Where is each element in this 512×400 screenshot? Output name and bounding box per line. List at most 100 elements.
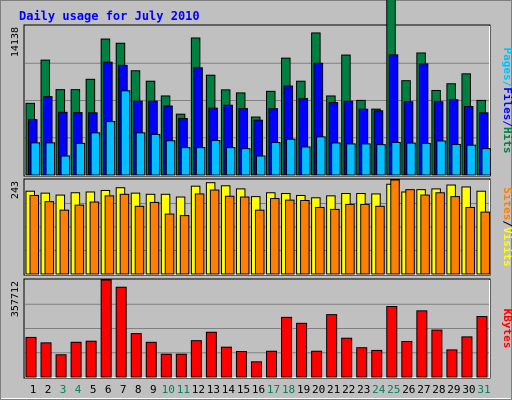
bar-pages-day-8	[135, 132, 146, 176]
bar-kbytes-day-11	[175, 353, 187, 378]
x-tick-label: 21	[327, 383, 340, 396]
bar-pages-day-1	[30, 142, 40, 176]
bar-sites-day-19	[300, 200, 310, 275]
bar-pages-day-14	[225, 147, 236, 176]
bar-sites-day-9	[149, 201, 160, 275]
bar-sites-day-7	[119, 193, 130, 275]
x-tick-label: 10	[162, 383, 175, 396]
bar-kbytes-day-26	[401, 340, 413, 378]
x-tick-label: 11	[177, 383, 190, 396]
x-tick-label: 8	[135, 383, 142, 396]
bar-sites-day-1	[29, 194, 39, 275]
bar-pages-day-25	[391, 141, 401, 176]
panel-hits-files-pages: 14138 Pages/Files/Hits	[10, 0, 512, 177]
bar-pages-day-17	[271, 142, 281, 176]
x-tick-label: 14	[222, 383, 236, 396]
bar-sites-day-5	[89, 201, 100, 275]
bar-kbytes-day-1	[25, 336, 37, 378]
bar-pages-day-16	[255, 155, 266, 176]
bar-sites-day-16	[254, 209, 265, 275]
side-label-part: Visits	[501, 227, 512, 267]
bar-sites-day-3	[59, 209, 70, 275]
bar-kbytes-day-14	[220, 346, 232, 378]
x-tick-label: 30	[462, 383, 475, 396]
x-tick-label: 27	[417, 383, 430, 396]
x-tick-label: 31	[477, 383, 490, 396]
bar-kbytes-day-5	[85, 340, 97, 378]
x-tick-label: 23	[357, 383, 370, 396]
bar-sites-day-26	[405, 189, 415, 275]
bar-sites-day-20	[315, 206, 325, 275]
panel-side-label: Sites/Visits	[501, 187, 512, 267]
x-tick-label: 16	[252, 383, 265, 396]
bar-pages-day-2	[45, 142, 56, 176]
x-tick-label: 7	[120, 383, 127, 396]
bar-pages-day-3	[60, 155, 71, 176]
series-pages	[30, 90, 491, 176]
bar-pages-day-5	[90, 132, 101, 176]
panel-max-label: 243	[10, 181, 21, 199]
bar-pages-day-27	[421, 142, 431, 176]
bar-sites-day-10	[164, 213, 175, 275]
bar-kbytes-day-21	[326, 314, 338, 378]
bar-kbytes-day-7	[115, 286, 127, 378]
bar-kbytes-day-6	[100, 279, 112, 378]
bar-kbytes-day-22	[341, 337, 353, 378]
x-tick-label: 1	[30, 383, 37, 396]
x-tick-label: 22	[342, 383, 355, 396]
bar-pages-day-24	[376, 144, 386, 176]
bar-sites-day-14	[224, 195, 235, 275]
panel-max-label: 14138	[10, 27, 21, 57]
bar-kbytes-day-30	[461, 336, 473, 378]
bar-sites-day-2	[44, 201, 55, 275]
bar-sites-day-18	[285, 199, 295, 275]
x-axis-labels: 1 2 3 4 5 6 7 8 9 10 11 12 13 14 15 16 17 18 19 20 21 22 23 24 2…	[30, 383, 491, 396]
panel-kbytes: 357712 KBytes	[10, 278, 512, 379]
x-tick-label: 9	[150, 383, 157, 396]
bar-pages-day-31	[481, 148, 491, 176]
bar-kbytes-day-13	[205, 331, 217, 378]
bar-kbytes-day-23	[356, 347, 368, 378]
bar-pages-day-11	[180, 147, 191, 176]
bar-kbytes-day-16	[250, 361, 262, 378]
bar-kbytes-day-28	[431, 329, 443, 378]
x-tick-label: 6	[105, 383, 112, 396]
x-tick-label: 18	[282, 383, 295, 396]
bar-kbytes-day-8	[130, 333, 142, 378]
bar-kbytes-day-31	[476, 316, 488, 378]
bar-kbytes-day-20	[311, 350, 323, 378]
panel-max-label: 357712	[10, 281, 21, 317]
bar-pages-day-29	[451, 143, 461, 176]
x-tick-label: 15	[237, 383, 250, 396]
x-tick-label: 3	[60, 383, 67, 396]
bar-kbytes-day-15	[235, 351, 247, 378]
bar-sites-day-30	[465, 206, 475, 275]
side-label-part: Sites	[501, 187, 512, 220]
bar-pages-day-10	[165, 140, 176, 176]
x-tick-label: 20	[312, 383, 325, 396]
bar-pages-day-4	[75, 142, 86, 176]
side-label-part: Pages/	[501, 48, 512, 88]
bar-pages-day-18	[286, 138, 296, 176]
bar-kbytes-day-18	[281, 316, 293, 378]
series-kbytes	[25, 279, 488, 378]
bar-sites-day-23	[360, 203, 370, 275]
bar-kbytes-day-12	[190, 340, 202, 378]
bar-sites-day-31	[480, 211, 490, 275]
bar-kbytes-day-24	[371, 349, 383, 378]
bar-pages-day-12	[195, 147, 206, 176]
bar-pages-day-13	[210, 140, 221, 176]
side-label-part: Hits	[501, 127, 512, 154]
bar-pages-day-6	[105, 121, 116, 176]
bar-sites-day-22	[345, 203, 355, 275]
series-sites	[29, 179, 490, 275]
panel-side-label: Pages/Files/Hits	[501, 48, 512, 154]
bar-kbytes-day-19	[296, 322, 308, 378]
bar-pages-day-23	[361, 143, 371, 176]
bar-pages-day-28	[436, 140, 446, 176]
bar-kbytes-day-9	[145, 341, 157, 378]
bar-kbytes-day-2	[40, 342, 52, 378]
x-tick-label: 25	[387, 383, 400, 396]
bar-sites-day-28	[435, 192, 445, 275]
